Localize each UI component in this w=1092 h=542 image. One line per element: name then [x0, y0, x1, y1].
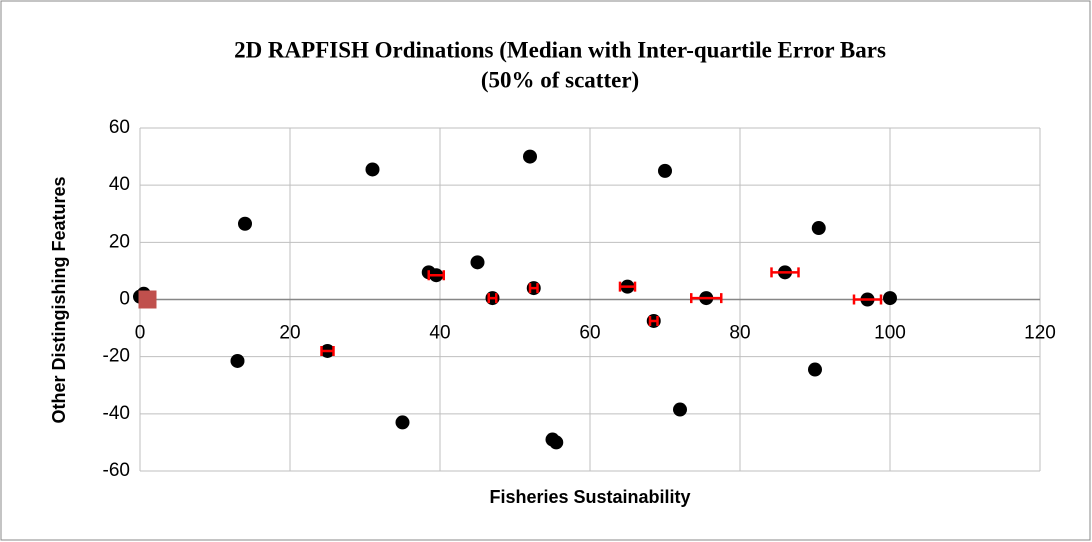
point [811, 221, 826, 236]
point [238, 216, 252, 231]
point [395, 415, 410, 430]
point [673, 402, 687, 417]
x-tick-label: 100 [874, 323, 906, 344]
error-bar [528, 283, 539, 294]
error-bar [770, 267, 800, 278]
y-tick-label: -20 [103, 346, 130, 367]
point [549, 435, 564, 450]
y-axis-label: Other Distingishing Features [49, 176, 69, 423]
x-tick-label: 40 [429, 323, 450, 344]
error-bar [690, 293, 723, 304]
chart-title: (50% of scatter) [481, 67, 639, 92]
chart-title: 2D RAPFISH Ordinations (Median with Inte… [234, 37, 886, 62]
y-tick-label: 0 [119, 289, 130, 310]
x-tick-label: 0 [135, 323, 146, 344]
error-bar [852, 294, 883, 305]
point [808, 362, 822, 377]
y-tick-label: 60 [109, 117, 130, 138]
error-bar [648, 315, 659, 326]
x-tick-label: 60 [579, 323, 600, 344]
error-bar [487, 293, 498, 304]
point [883, 291, 897, 306]
point [523, 149, 537, 164]
y-tick-label: 20 [109, 231, 130, 252]
y-tick-label: -40 [103, 403, 130, 424]
point [230, 353, 245, 368]
point [365, 162, 380, 177]
error-bar [427, 270, 445, 281]
point [658, 163, 672, 178]
y-tick-label: -60 [103, 460, 130, 481]
y-tick-label: 40 [109, 174, 130, 195]
x-tick-label: 80 [729, 323, 750, 344]
error-bar [320, 345, 335, 356]
point [138, 290, 157, 309]
point [470, 255, 485, 270]
x-axis-label: Fisheries Sustainability [489, 487, 690, 507]
x-tick-label: 20 [279, 323, 300, 344]
x-tick-label: 120 [1024, 323, 1056, 344]
error-bar [618, 281, 637, 292]
